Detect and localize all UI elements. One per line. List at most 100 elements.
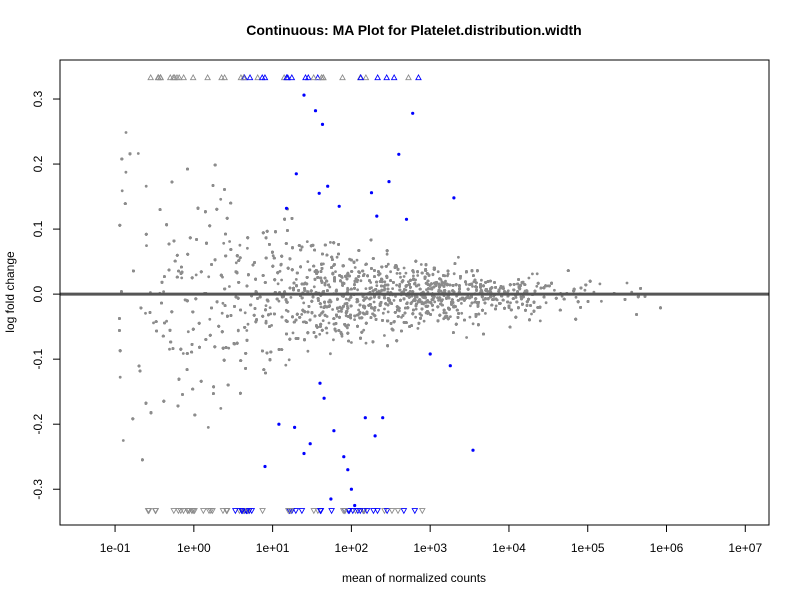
data-point <box>402 275 406 278</box>
data-point <box>530 312 533 316</box>
data-point <box>208 317 212 321</box>
data-point <box>442 311 446 315</box>
data-point <box>353 318 356 321</box>
data-point <box>194 273 198 277</box>
data-point <box>162 290 166 293</box>
data-point <box>207 275 211 279</box>
data-point <box>471 322 475 326</box>
data-point <box>469 304 472 308</box>
data-point <box>280 278 283 282</box>
data-point <box>527 276 531 280</box>
data-point <box>484 312 487 315</box>
data-point <box>335 255 339 259</box>
data-point <box>598 282 602 286</box>
data-point <box>124 170 128 174</box>
data-point <box>305 240 309 244</box>
data-point <box>509 301 512 305</box>
data-point <box>535 272 539 276</box>
data-point <box>514 296 518 299</box>
data-point <box>356 288 359 292</box>
data-point <box>145 244 148 248</box>
data-point <box>535 284 539 288</box>
chart-title: Continuous: MA Plot for Platelet.distrib… <box>246 22 581 38</box>
data-point <box>227 346 231 350</box>
data-point <box>392 299 396 302</box>
data-point <box>436 270 440 274</box>
data-point <box>394 295 397 298</box>
data-point <box>337 310 340 313</box>
data-point <box>329 241 332 244</box>
data-point <box>268 306 272 309</box>
data-point <box>278 269 282 273</box>
data-point <box>408 289 412 293</box>
data-point <box>346 326 349 330</box>
data-point <box>329 352 332 356</box>
data-point <box>386 310 390 314</box>
data-point <box>494 304 498 308</box>
data-point <box>464 283 468 286</box>
data-point <box>468 315 472 319</box>
data-point <box>407 280 410 284</box>
data-point <box>300 313 304 316</box>
data-point <box>538 319 542 323</box>
data-point <box>386 262 390 266</box>
data-point <box>449 315 452 318</box>
data-point <box>452 272 456 276</box>
data-point <box>364 287 368 290</box>
data-point <box>120 189 124 193</box>
data-point <box>243 311 247 315</box>
data-point <box>446 274 449 278</box>
data-point <box>395 272 399 275</box>
data-point <box>480 278 483 282</box>
data-point <box>377 308 380 312</box>
data-point <box>431 273 435 277</box>
data-point <box>553 288 556 292</box>
data-point <box>375 284 379 287</box>
data-point <box>364 341 368 345</box>
data-point <box>359 279 363 283</box>
data-point <box>412 274 415 278</box>
data-point <box>287 358 291 362</box>
data-point <box>294 278 298 281</box>
data-point <box>328 285 332 289</box>
data-point <box>416 327 420 330</box>
data-point <box>234 261 238 265</box>
data-point <box>383 334 386 337</box>
data-point <box>186 330 190 334</box>
data-point <box>457 255 460 259</box>
data-point <box>465 336 468 339</box>
data-point <box>531 272 534 276</box>
data-point <box>319 305 323 309</box>
data-point <box>433 300 437 304</box>
data-point <box>276 282 280 286</box>
data-point <box>362 328 366 332</box>
data-point <box>389 270 392 274</box>
data-point <box>339 309 343 313</box>
data-point <box>222 241 226 245</box>
data-point <box>383 280 387 284</box>
data-point <box>270 324 273 327</box>
data-point <box>334 270 337 273</box>
data-point <box>181 352 185 355</box>
data-point <box>136 152 140 155</box>
data-point <box>395 283 398 287</box>
data-point <box>332 338 335 342</box>
data-point <box>402 266 406 270</box>
data-point <box>144 184 148 188</box>
data-point <box>372 300 376 304</box>
data-point <box>152 321 155 325</box>
data-point <box>206 426 210 429</box>
data-point <box>318 332 322 336</box>
data-point <box>228 285 231 288</box>
data-point <box>306 260 310 263</box>
data-point <box>246 322 250 326</box>
data-point <box>355 258 359 262</box>
data-point <box>165 319 169 323</box>
data-point <box>350 341 353 344</box>
data-point <box>399 275 402 279</box>
data-point <box>398 272 402 275</box>
data-point <box>353 266 357 269</box>
data-point <box>264 304 268 307</box>
data-point <box>144 311 147 315</box>
